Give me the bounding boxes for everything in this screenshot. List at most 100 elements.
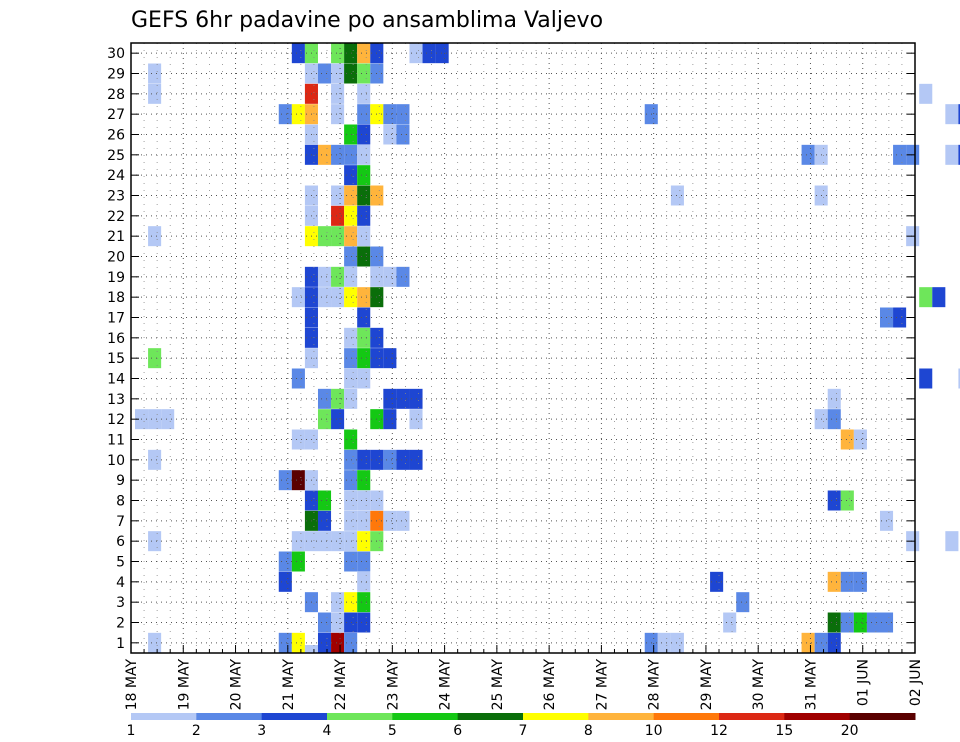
heatmap-cell xyxy=(945,104,959,125)
heatmap-cell xyxy=(383,409,397,430)
heatmap-cell xyxy=(670,185,684,206)
x-tick-label: 29 MAY xyxy=(699,659,715,711)
colorbar-swatch xyxy=(849,713,916,720)
heatmap-cell xyxy=(331,63,345,84)
heatmap-cell xyxy=(357,307,371,328)
heatmap-cell xyxy=(331,592,345,613)
heatmap-cell xyxy=(148,409,162,430)
heatmap-cell xyxy=(331,226,345,247)
x-tick-label: 20 MAY xyxy=(229,659,245,711)
heatmap-cell xyxy=(331,185,345,206)
colorbar-label: 1 xyxy=(127,723,136,739)
colorbar-swatch xyxy=(719,713,785,720)
heatmap-cell xyxy=(357,205,371,226)
heatmap-cell xyxy=(357,287,371,308)
colorbar-swatch xyxy=(784,713,851,720)
colorbar-swatch xyxy=(457,713,524,720)
colorbar-label: 15 xyxy=(775,723,793,739)
x-tick-label: 22 MAY xyxy=(333,659,349,711)
heatmap-cell xyxy=(396,124,410,145)
colorbar-label: 4 xyxy=(323,723,332,739)
colorbar-swatch xyxy=(261,713,328,720)
colorbar: 1 2 3 4 5 6 7 8 10 12 15 20 xyxy=(127,713,916,739)
heatmap-cell xyxy=(919,287,933,308)
heatmap-cell xyxy=(422,43,436,64)
colorbar-swatch xyxy=(131,713,197,720)
heatmap-cell xyxy=(357,185,371,206)
heatmap-cell xyxy=(383,266,397,287)
heatmap-cell xyxy=(383,388,397,409)
heatmap-cell xyxy=(344,124,358,145)
heatmap-cell xyxy=(344,246,358,267)
x-tick-label: 26 MAY xyxy=(542,659,558,711)
heatmap-cell xyxy=(317,63,332,84)
heatmap-cell xyxy=(304,645,318,653)
heatmap-cell xyxy=(344,510,358,531)
y-tick-label: 9 xyxy=(116,473,125,489)
heatmap-cell xyxy=(827,632,841,653)
colorbar-label: 5 xyxy=(388,723,397,739)
heatmap-cell xyxy=(357,144,371,165)
heatmap-cell xyxy=(866,612,880,633)
heatmap-cell xyxy=(344,185,358,206)
heatmap-cell xyxy=(383,449,397,470)
heatmap-cell xyxy=(357,592,371,613)
heatmap-cell xyxy=(396,510,410,531)
heatmap-cell xyxy=(344,43,358,64)
colorbar-label: 6 xyxy=(453,723,462,739)
heatmap-cell xyxy=(291,470,305,491)
heatmap-cell xyxy=(344,592,358,613)
heatmap-cells xyxy=(135,43,960,653)
heatmap-cell xyxy=(317,490,332,511)
heatmap-cell xyxy=(357,612,371,633)
heatmap-cell xyxy=(853,612,867,633)
heatmap-cell xyxy=(344,449,358,470)
heatmap-cell xyxy=(317,612,332,633)
heatmap-cell xyxy=(435,43,449,64)
x-tick-label: 19 MAY xyxy=(176,659,192,711)
heatmap-cell xyxy=(357,327,371,348)
heatmap-cell xyxy=(919,368,933,389)
heatmap-cell xyxy=(148,449,162,470)
y-tick-label: 26 xyxy=(107,128,125,144)
heatmap-cell xyxy=(396,266,410,287)
heatmap-cell xyxy=(317,266,332,287)
y-tick-label: 8 xyxy=(116,494,125,510)
heatmap-cell xyxy=(853,429,867,450)
heatmap-cell xyxy=(344,348,358,369)
colorbar-swatch xyxy=(588,713,655,720)
heatmap-cell xyxy=(396,388,410,409)
heatmap-cell xyxy=(331,83,345,104)
heatmap-cell xyxy=(357,470,371,491)
y-tick-label: 16 xyxy=(107,331,125,347)
heatmap-cell xyxy=(344,266,358,287)
heatmap-cell xyxy=(357,551,371,572)
heatmap-cell xyxy=(331,144,345,165)
heatmap-cell xyxy=(317,632,332,653)
heatmap-cell xyxy=(317,510,332,531)
y-tick-label: 13 xyxy=(107,392,125,408)
colorbar-label: 3 xyxy=(257,723,266,739)
heatmap-cell xyxy=(958,368,960,389)
heatmap-cell xyxy=(840,429,854,450)
heatmap-cell xyxy=(317,144,332,165)
y-tick-label: 22 xyxy=(107,209,125,225)
heatmap-cell xyxy=(291,429,305,450)
y-tick-label: 6 xyxy=(116,534,125,550)
heatmap-cell xyxy=(344,165,358,186)
x-tick-label: 02 JUN xyxy=(908,659,924,706)
heatmap-cell xyxy=(331,287,345,308)
heatmap-cell xyxy=(317,531,332,552)
heatmap-cell xyxy=(344,551,358,572)
heatmap-cell xyxy=(357,165,371,186)
heatmap-cell xyxy=(723,612,737,633)
y-tick-label: 18 xyxy=(107,290,125,306)
y-tick-label: 24 xyxy=(107,168,125,184)
heatmap-cell xyxy=(331,205,345,226)
heatmap-cell xyxy=(801,632,815,653)
heatmap-cell xyxy=(357,531,371,552)
x-tick-label: 27 MAY xyxy=(594,659,610,711)
heatmap-cell xyxy=(958,144,960,165)
colorbar-swatch xyxy=(653,713,720,720)
x-tick-label: 31 MAY xyxy=(803,659,819,711)
